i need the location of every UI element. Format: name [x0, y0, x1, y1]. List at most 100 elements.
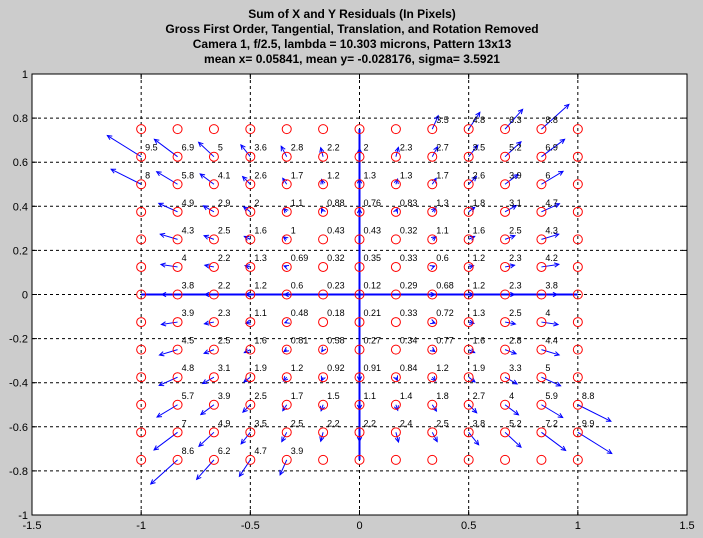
target-marker [136, 234, 147, 245]
target-marker [318, 427, 329, 438]
residual-value-label: 5.8 [182, 170, 195, 180]
vector-arrowhead [430, 291, 437, 298]
residual-value-label: 2.5 [509, 308, 522, 318]
target-marker [427, 317, 438, 328]
target-marker [427, 372, 438, 383]
target-marker [245, 399, 256, 410]
target-marker [172, 179, 183, 190]
x-tick-label: -1 [136, 520, 146, 532]
target-marker [536, 289, 547, 300]
vector-arrowhead [510, 291, 516, 298]
residual-vector [160, 233, 178, 240]
residual-vector [242, 176, 251, 185]
target-marker [245, 289, 256, 300]
vector-arrowhead [513, 173, 520, 180]
target-marker [572, 344, 583, 355]
residual-value-label: 6.9 [182, 143, 195, 153]
residual-value-label: 0.34 [400, 336, 418, 346]
target-marker [390, 124, 401, 135]
residual-value-label: 0.12 [364, 281, 382, 291]
target-marker [281, 317, 292, 328]
residual-value-label: 0.6 [436, 253, 449, 263]
residual-value-label: 4.3 [182, 225, 195, 235]
vector-arrowhead [468, 264, 475, 270]
residual-value-label: 0.18 [327, 308, 345, 318]
residual-value-label: 5.9 [545, 391, 558, 401]
vector-arrowhead [553, 262, 561, 268]
chart-title: Sum of X and Y Residuals (In Pixels)Gros… [165, 7, 538, 66]
residual-vector [577, 404, 612, 422]
target-marker [208, 289, 219, 300]
target-marker [536, 344, 547, 355]
target-marker [463, 206, 474, 217]
target-marker [136, 206, 147, 217]
residual-vector [199, 173, 215, 185]
residual-value-label: 4.7 [545, 198, 558, 208]
residual-vector [504, 235, 516, 240]
target-marker [172, 317, 183, 328]
residual-value-label: 0.58 [327, 336, 345, 346]
target-marker [354, 399, 365, 410]
target-marker [463, 234, 474, 245]
residual-vector [504, 404, 519, 416]
target-marker [536, 151, 547, 162]
vector-arrowhead [430, 376, 437, 382]
residual-value-label: 1.6 [254, 225, 267, 235]
target-marker [136, 344, 147, 355]
residual-value-label: 1.2 [327, 170, 340, 180]
residual-vector [198, 431, 215, 447]
vector-arrowhead [517, 108, 524, 115]
vector-arrowhead [606, 449, 613, 455]
residual-value-label: 0.91 [364, 363, 382, 373]
target-marker [572, 179, 583, 190]
target-marker [390, 427, 401, 438]
vector-arrowhead [356, 177, 363, 184]
target-marker [390, 372, 401, 383]
residual-value-label: 0.88 [327, 198, 345, 208]
vector-arrowhead [320, 375, 326, 382]
residual-vector [468, 432, 480, 446]
residual-vector [203, 235, 215, 240]
residual-value-label: 6.9 [545, 143, 558, 153]
target-marker [136, 124, 147, 135]
residual-value-label: 5.2 [509, 143, 522, 153]
residual-value-label: 1.3 [254, 253, 267, 263]
residual-value-label: 8.8 [582, 391, 595, 401]
residual-vector [541, 376, 561, 387]
residual-value-label: 1.3 [364, 170, 377, 180]
residual-value-label: 2.5 [436, 418, 449, 428]
target-marker [136, 399, 147, 410]
vector-arrowhead [283, 346, 290, 353]
target-marker [281, 206, 292, 217]
residual-value-label: 5 [545, 363, 550, 373]
residual-value-label: 1.1 [364, 391, 377, 401]
residual-value-label: 4 [182, 253, 187, 263]
target-marker [427, 344, 438, 355]
vector-arrowhead [516, 442, 522, 449]
residual-value-label: 2 [364, 143, 369, 153]
target-marker [208, 372, 219, 383]
residual-value-label: 1.2 [254, 281, 267, 291]
residual-value-label: 3.8 [473, 418, 486, 428]
residual-vector [150, 459, 178, 485]
target-marker [354, 206, 365, 217]
target-marker [281, 427, 292, 438]
target-marker [427, 399, 438, 410]
y-tick-label: 0.4 [13, 201, 28, 213]
chart-title-line: Sum of X and Y Residuals (In Pixels) [248, 7, 456, 21]
target-marker [245, 151, 256, 162]
residual-value-label: 0.6 [291, 281, 304, 291]
residual-value-label: 2.3 [400, 143, 413, 153]
residual-value-label: 1.3 [400, 170, 413, 180]
target-marker [354, 344, 365, 355]
residual-vector [242, 404, 251, 413]
target-marker [245, 427, 256, 438]
residual-value-label: 4 [509, 391, 514, 401]
residual-value-label: 2.5 [509, 225, 522, 235]
target-marker [427, 151, 438, 162]
target-marker [281, 124, 292, 135]
vector-arrowhead [153, 445, 160, 451]
residual-value-label: 4.1 [218, 170, 231, 180]
residual-vector [577, 431, 613, 454]
